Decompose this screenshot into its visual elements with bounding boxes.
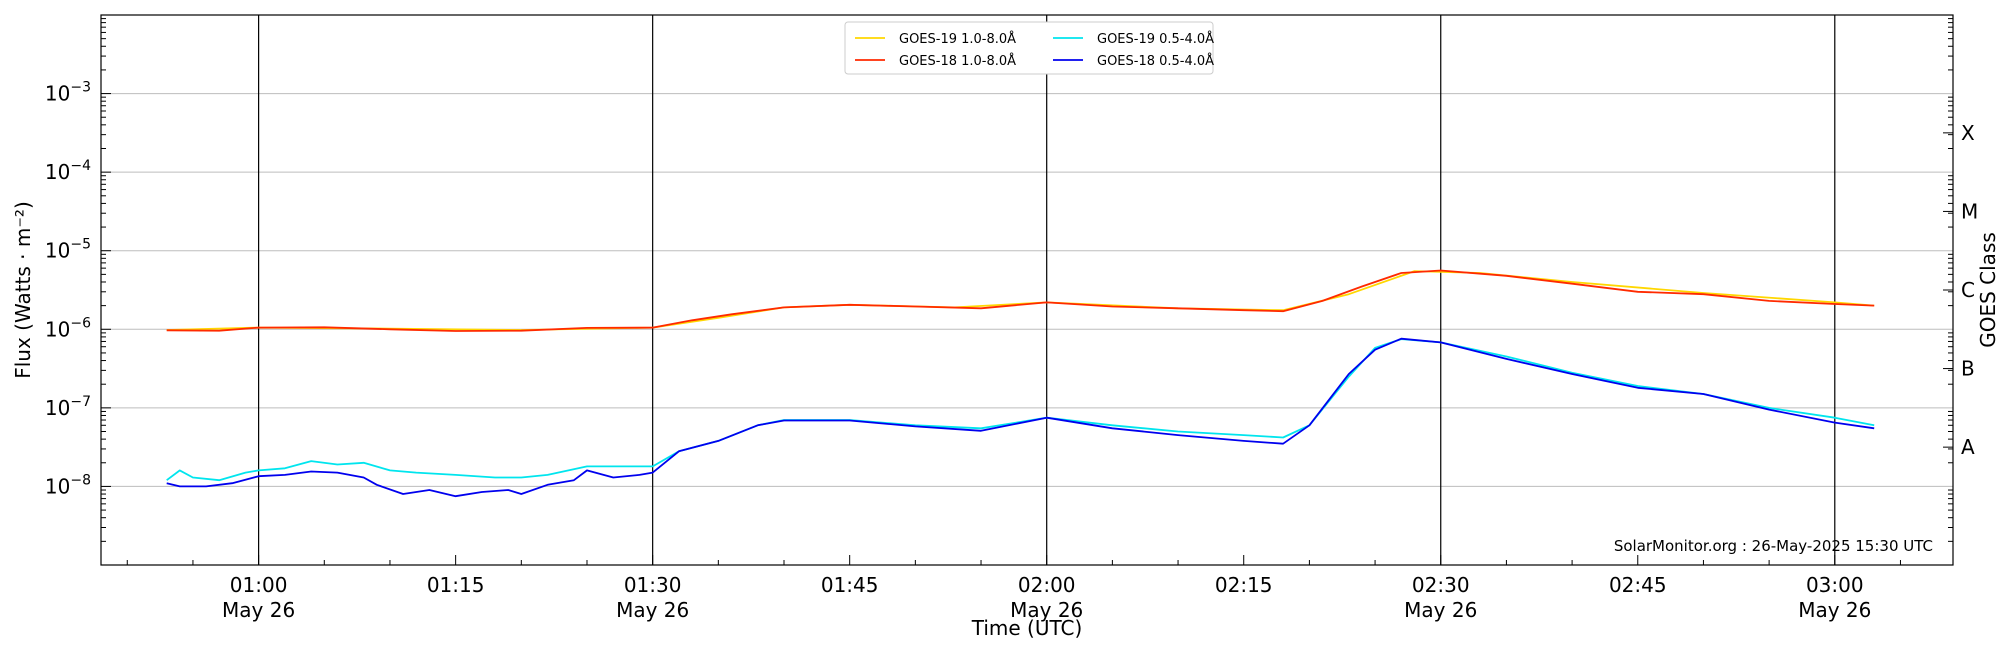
- y-tick-base: 10: [45, 239, 70, 263]
- series-line-2: [166, 338, 1875, 482]
- goes-class-layer: X M C B A: [1943, 121, 1978, 459]
- y-tick-exponent: −6: [70, 315, 91, 331]
- x-tick-date-label: May 26: [616, 598, 689, 622]
- legend-label-2: GOES-19 0.5-4.0Å: [1097, 31, 1214, 47]
- y-tick-exponent: −4: [70, 158, 91, 174]
- legend: GOES-19 1.0-8.0Å GOES-18 1.0-8.0Å GOES-19 …: [844, 21, 1214, 75]
- x-tick-label: 03:00: [1806, 573, 1864, 597]
- goes-class-label: A: [1961, 435, 1975, 459]
- goes-class-label: X: [1961, 121, 1975, 145]
- x-tick-label: 01:15: [427, 573, 485, 597]
- vertical-marker-layer: [258, 15, 1836, 565]
- y-tick-base: 10: [45, 396, 70, 420]
- series-layer: [166, 269, 1875, 498]
- y-tick-base: 10: [45, 82, 70, 106]
- series-line-0: [166, 270, 1875, 331]
- x-tick-label: 01:30: [624, 573, 682, 597]
- goes-class-label: C: [1961, 278, 1975, 302]
- x-tick-label: 01:45: [821, 573, 879, 597]
- legend-label-1: GOES-18 1.0-8.0Å: [899, 53, 1016, 69]
- y-tick-label: 10−5: [45, 237, 91, 263]
- y-tick-exponent: −5: [70, 237, 91, 253]
- y-tick-label: 10−7: [45, 394, 91, 420]
- y-tick-base: 10: [45, 317, 70, 341]
- y-tick-label: 10−3: [45, 80, 91, 106]
- x-tick-label: 02:45: [1609, 573, 1667, 597]
- y-tick-exponent: −3: [70, 80, 91, 96]
- y-tick-label: 10−4: [45, 158, 91, 184]
- x-tick-date-label: May 26: [1010, 598, 1083, 622]
- legend-box: [844, 21, 1214, 75]
- y-tick-label: 10−8: [45, 472, 91, 498]
- y-tick-base: 10: [45, 160, 70, 184]
- x-tick-label: 01:00: [230, 573, 288, 597]
- x-tick-date-label: May 26: [1798, 598, 1871, 622]
- goes-class-label: M: [1961, 199, 1978, 223]
- x-axis-label: Time (UTC): [971, 616, 1083, 640]
- x-tick-label: 02:15: [1215, 573, 1273, 597]
- goes-class-label: B: [1961, 357, 1975, 381]
- goes-class-axis-label: GOES Class: [1976, 232, 2000, 348]
- y-tick-exponent: −7: [70, 394, 91, 410]
- watermark-text: SolarMonitor.org : 26-May-2025 15:30 UTC: [1614, 537, 1933, 555]
- x-tick-label: 02:00: [1018, 573, 1076, 597]
- y-tick-exponent: −8: [70, 472, 91, 488]
- legend-label-3: GOES-18 0.5-4.0Å: [1097, 53, 1214, 69]
- y-axis-label: Flux (Watts · m⁻²): [11, 201, 35, 379]
- series-line-1: [166, 269, 1875, 332]
- x-tick-date-label: May 26: [222, 598, 295, 622]
- y-tick-label: 10−6: [45, 315, 91, 341]
- series-line-3: [166, 337, 1875, 498]
- x-tick-date-label: May 26: [1404, 598, 1477, 622]
- x-tick-label: 02:30: [1412, 573, 1470, 597]
- y-tick-base: 10: [45, 474, 70, 498]
- legend-label-0: GOES-19 1.0-8.0Å: [899, 31, 1016, 47]
